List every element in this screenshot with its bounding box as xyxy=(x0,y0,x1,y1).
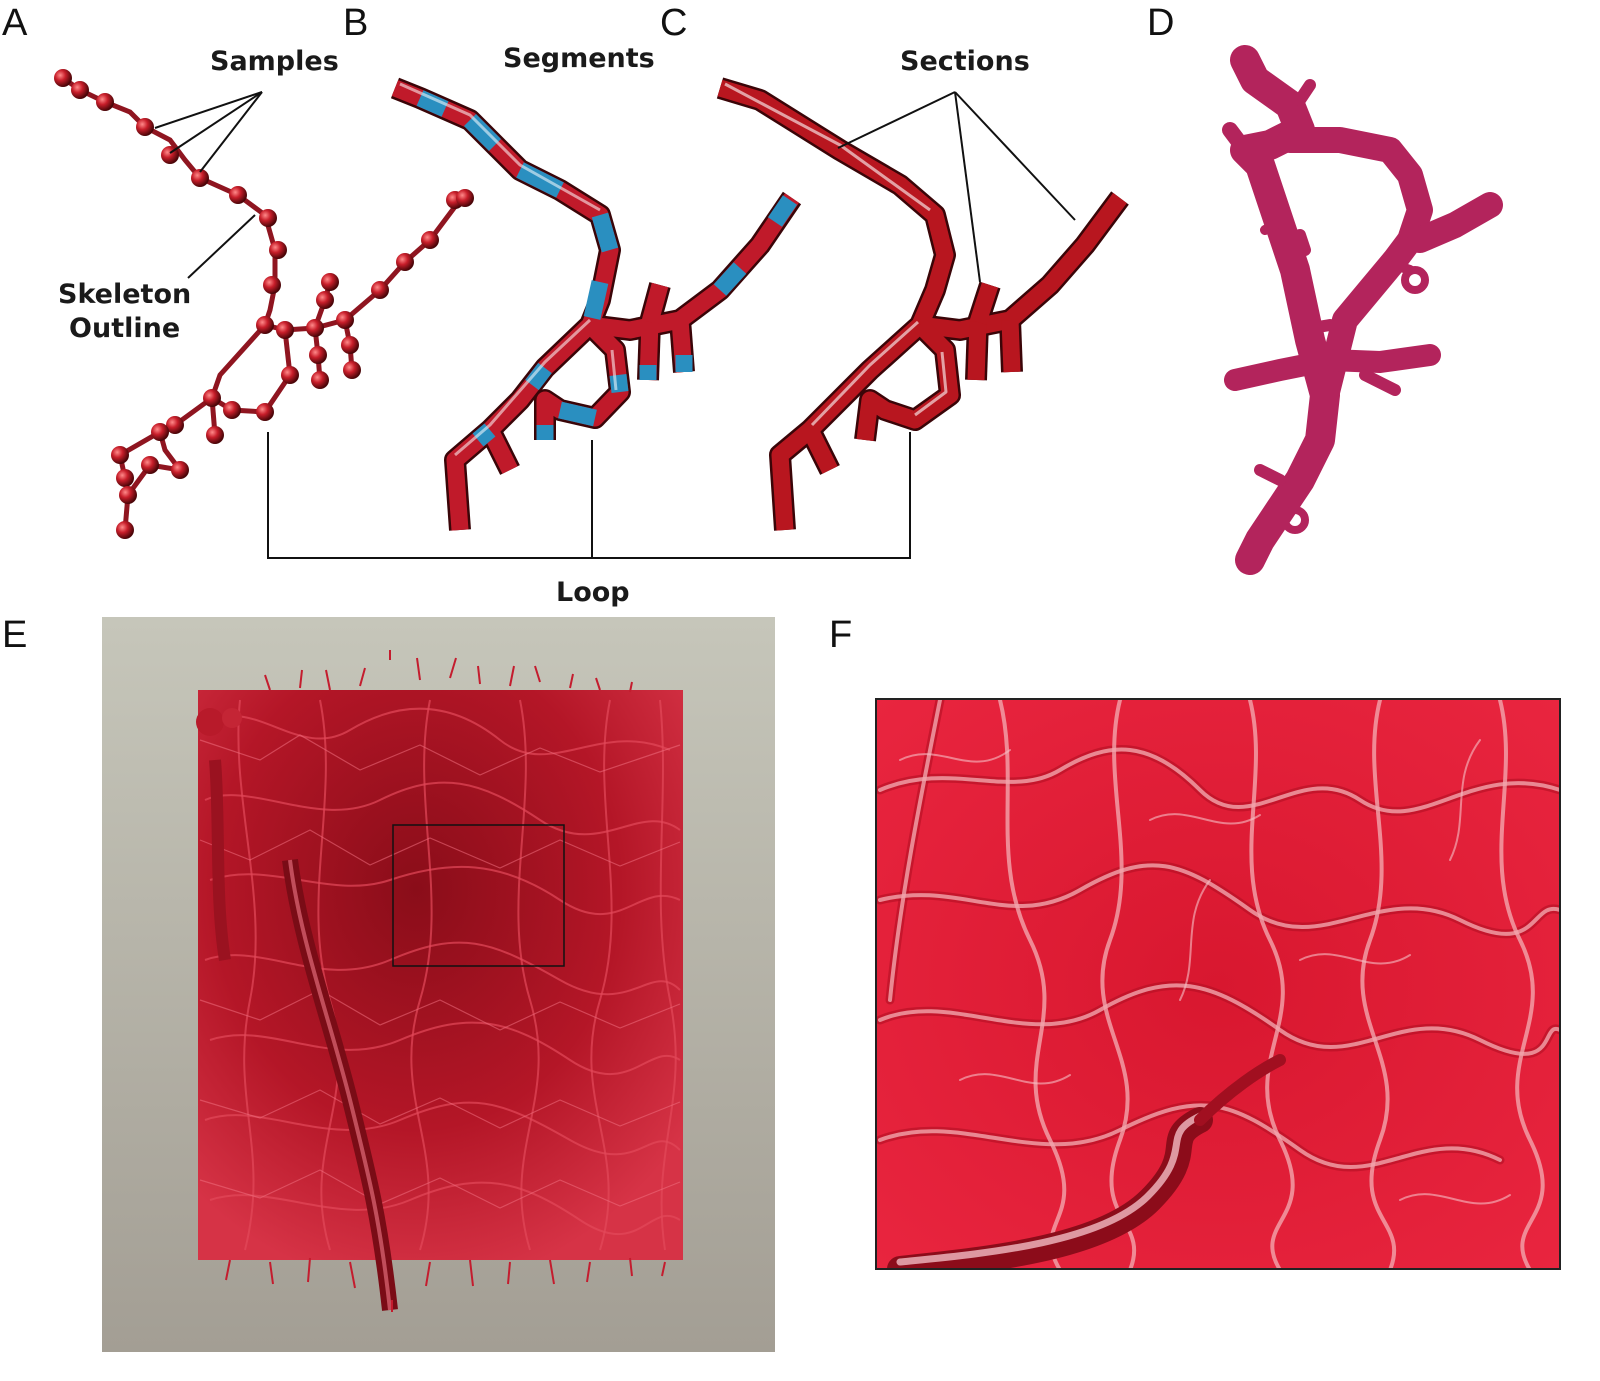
loop-label: Loop xyxy=(556,577,630,608)
panel-label-f: F xyxy=(829,614,853,656)
closeup-frame xyxy=(875,698,1561,1270)
panel-b-segments xyxy=(390,77,802,531)
panel-e-render xyxy=(102,617,775,1352)
panel-c-sections xyxy=(716,77,1129,531)
capillary-network xyxy=(204,699,681,1251)
segments-label: Segments xyxy=(503,43,655,74)
panel-d-mesh xyxy=(1222,45,1503,575)
panel-label-a: A xyxy=(2,2,28,44)
skeleton-callout-line xyxy=(187,214,256,279)
sections-label: Sections xyxy=(900,46,1030,77)
skeleton-label-line1: Skeleton xyxy=(58,279,192,310)
panel-a-skeleton xyxy=(54,69,474,539)
panel-label-d: D xyxy=(1147,2,1175,44)
section-tubes xyxy=(717,79,1127,531)
segment-tubes-blue xyxy=(416,90,798,447)
segment-highlights xyxy=(399,82,618,457)
sections-callout-lines xyxy=(837,91,1076,283)
samples-label: Samples xyxy=(210,46,339,77)
sample-points xyxy=(54,69,474,539)
skeleton-right-branch xyxy=(264,198,462,333)
panel-label-b: B xyxy=(343,2,369,44)
samples-callout-lines xyxy=(154,91,263,173)
skeleton-main-branch xyxy=(61,75,278,531)
panel-label-c: C xyxy=(660,2,688,44)
skeleton-outline-label: Skeleton Outline xyxy=(58,278,191,346)
skeleton-label-line2: Outline xyxy=(69,312,181,344)
panel-f-closeup xyxy=(875,698,1561,1270)
panel-label-e: E xyxy=(2,614,28,656)
zoom-region-box xyxy=(392,824,565,967)
loop-bracket xyxy=(267,432,911,559)
